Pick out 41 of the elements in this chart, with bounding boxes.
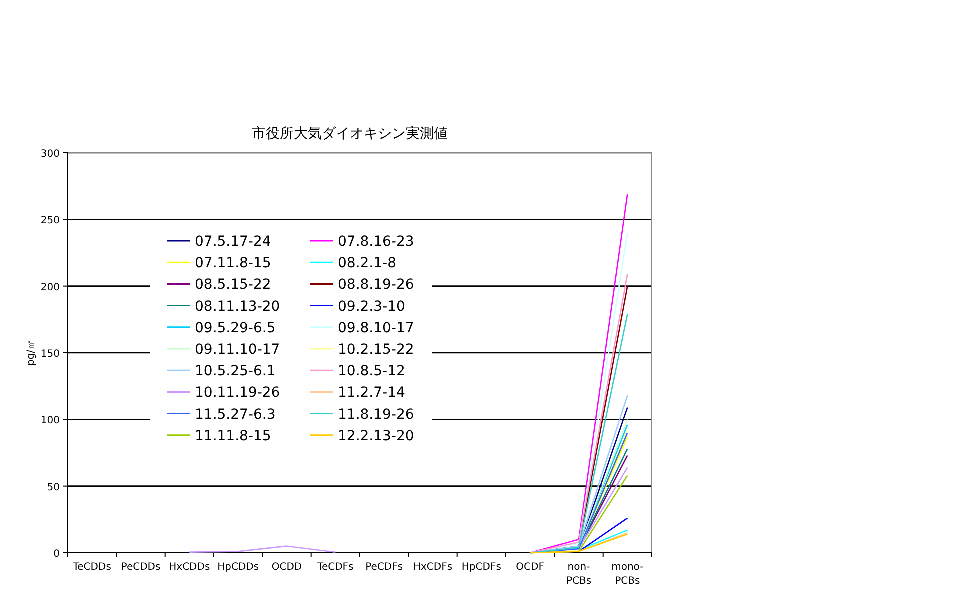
y-tick-label: 150 (40, 349, 60, 360)
y-tick-label: 250 (40, 216, 60, 227)
x-tick-label: HxCDFs (413, 562, 453, 573)
legend-label: 11.5.27-6.3 (195, 406, 276, 423)
x-tick-label: TeCDFs (316, 562, 354, 573)
legend-label: 07.5.17-24 (195, 234, 272, 250)
y-tick-label: 100 (40, 416, 60, 427)
legend-label: 09.2.3-10 (338, 298, 406, 315)
legend-label: 08.11.13-20 (195, 298, 280, 315)
y-tick-label: 200 (40, 282, 60, 294)
legend-label: 08.5.15-22 (195, 277, 272, 294)
x-tick-label: HpCDDs (218, 562, 260, 573)
x-tick-label: OCDF (516, 562, 545, 573)
legend-label: 11.2.7-14 (338, 385, 406, 402)
legend-label: 09.11.10-17 (195, 342, 280, 358)
legend-label: 08.8.19-26 (338, 277, 414, 294)
legend-label: 10.2.15-22 (338, 342, 414, 358)
y-axis-title: pg/㎥ (26, 340, 37, 366)
x-tick-label: TeCDDs (72, 562, 112, 573)
legend-label: 09.8.10-17 (338, 320, 414, 336)
x-tick-label: PeCDDs (121, 562, 161, 573)
legend-label: 12.2.13-20 (338, 428, 414, 444)
x-tick-label: HpCDFs (462, 562, 502, 573)
x-tick-label: HxCDDs (169, 562, 210, 573)
legend-label: 08.2.1-8 (338, 256, 396, 272)
legend-label: 10.8.5-12 (338, 364, 406, 380)
y-tick-label: 50 (47, 482, 60, 494)
x-tick-label: non- PCBs (566, 562, 592, 587)
legend-label: 07.8.16-23 (338, 234, 414, 250)
legend-label: 10.11.19-26 (195, 385, 280, 402)
x-tick-label: OCDD (272, 562, 302, 573)
title: 市役所大気ダイオキシン実測値 (252, 126, 448, 142)
legend-label: 11.11.8-15 (195, 428, 272, 444)
y-tick-label: 0 (54, 549, 60, 560)
y-tick-label: 300 (40, 149, 60, 160)
x-tick-label: mono- PCBs (612, 562, 644, 587)
legend-label: 10.5.25-6.1 (195, 364, 276, 380)
x-tick-label: PeCDFs (366, 562, 404, 573)
legend-label: 11.8.19-26 (338, 406, 414, 423)
legend-label: 09.5.29-6.5 (195, 320, 276, 336)
legend-label: 07.11.8-15 (195, 256, 272, 272)
